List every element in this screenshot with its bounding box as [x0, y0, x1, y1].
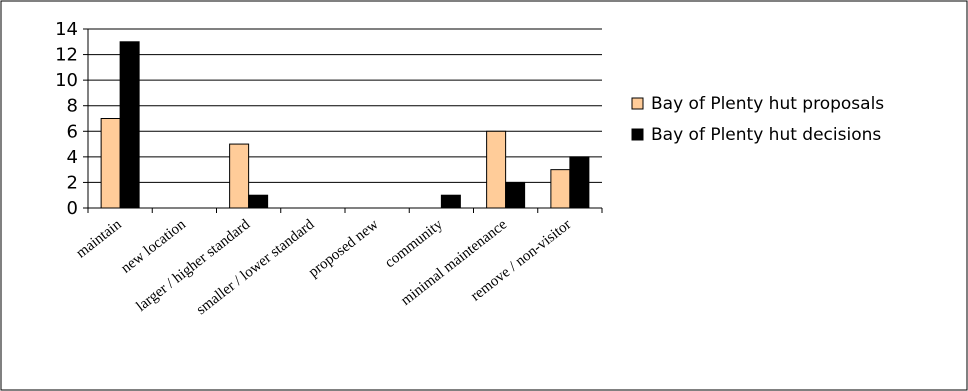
y-tick-label: 12	[55, 45, 78, 66]
axes	[83, 28, 603, 213]
bars	[100, 41, 590, 209]
y-tick-label: 4	[67, 147, 78, 168]
legend-label: Bay of Plenty hut decisions	[651, 125, 881, 145]
gridlines	[88, 28, 602, 183]
bar-proposals	[486, 130, 507, 209]
bar-proposals	[100, 118, 121, 209]
y-tick-labels: 0 2 4 6 8 10 12 14	[55, 19, 78, 219]
y-tick-label: 8	[67, 96, 78, 117]
y-tick-label: 6	[67, 121, 78, 142]
bar-decisions	[248, 194, 269, 209]
bar-decisions	[505, 181, 526, 209]
bar-decisions	[119, 41, 140, 209]
y-tick-label: 2	[67, 172, 78, 193]
legend: Bay of Plenty hut proposals Bay of Plenty…	[631, 94, 884, 145]
legend-label: Bay of Plenty hut proposals	[651, 94, 884, 114]
y-tick-label: 10	[55, 70, 78, 91]
y-tick-label: 14	[55, 19, 78, 40]
bar-decisions	[440, 194, 461, 209]
legend-swatch	[631, 97, 644, 110]
legend-swatch	[631, 128, 644, 141]
bar-proposals	[229, 143, 250, 209]
bar-proposals	[550, 169, 571, 209]
bar-decisions	[569, 156, 590, 209]
y-tick-label: 0	[67, 198, 78, 219]
